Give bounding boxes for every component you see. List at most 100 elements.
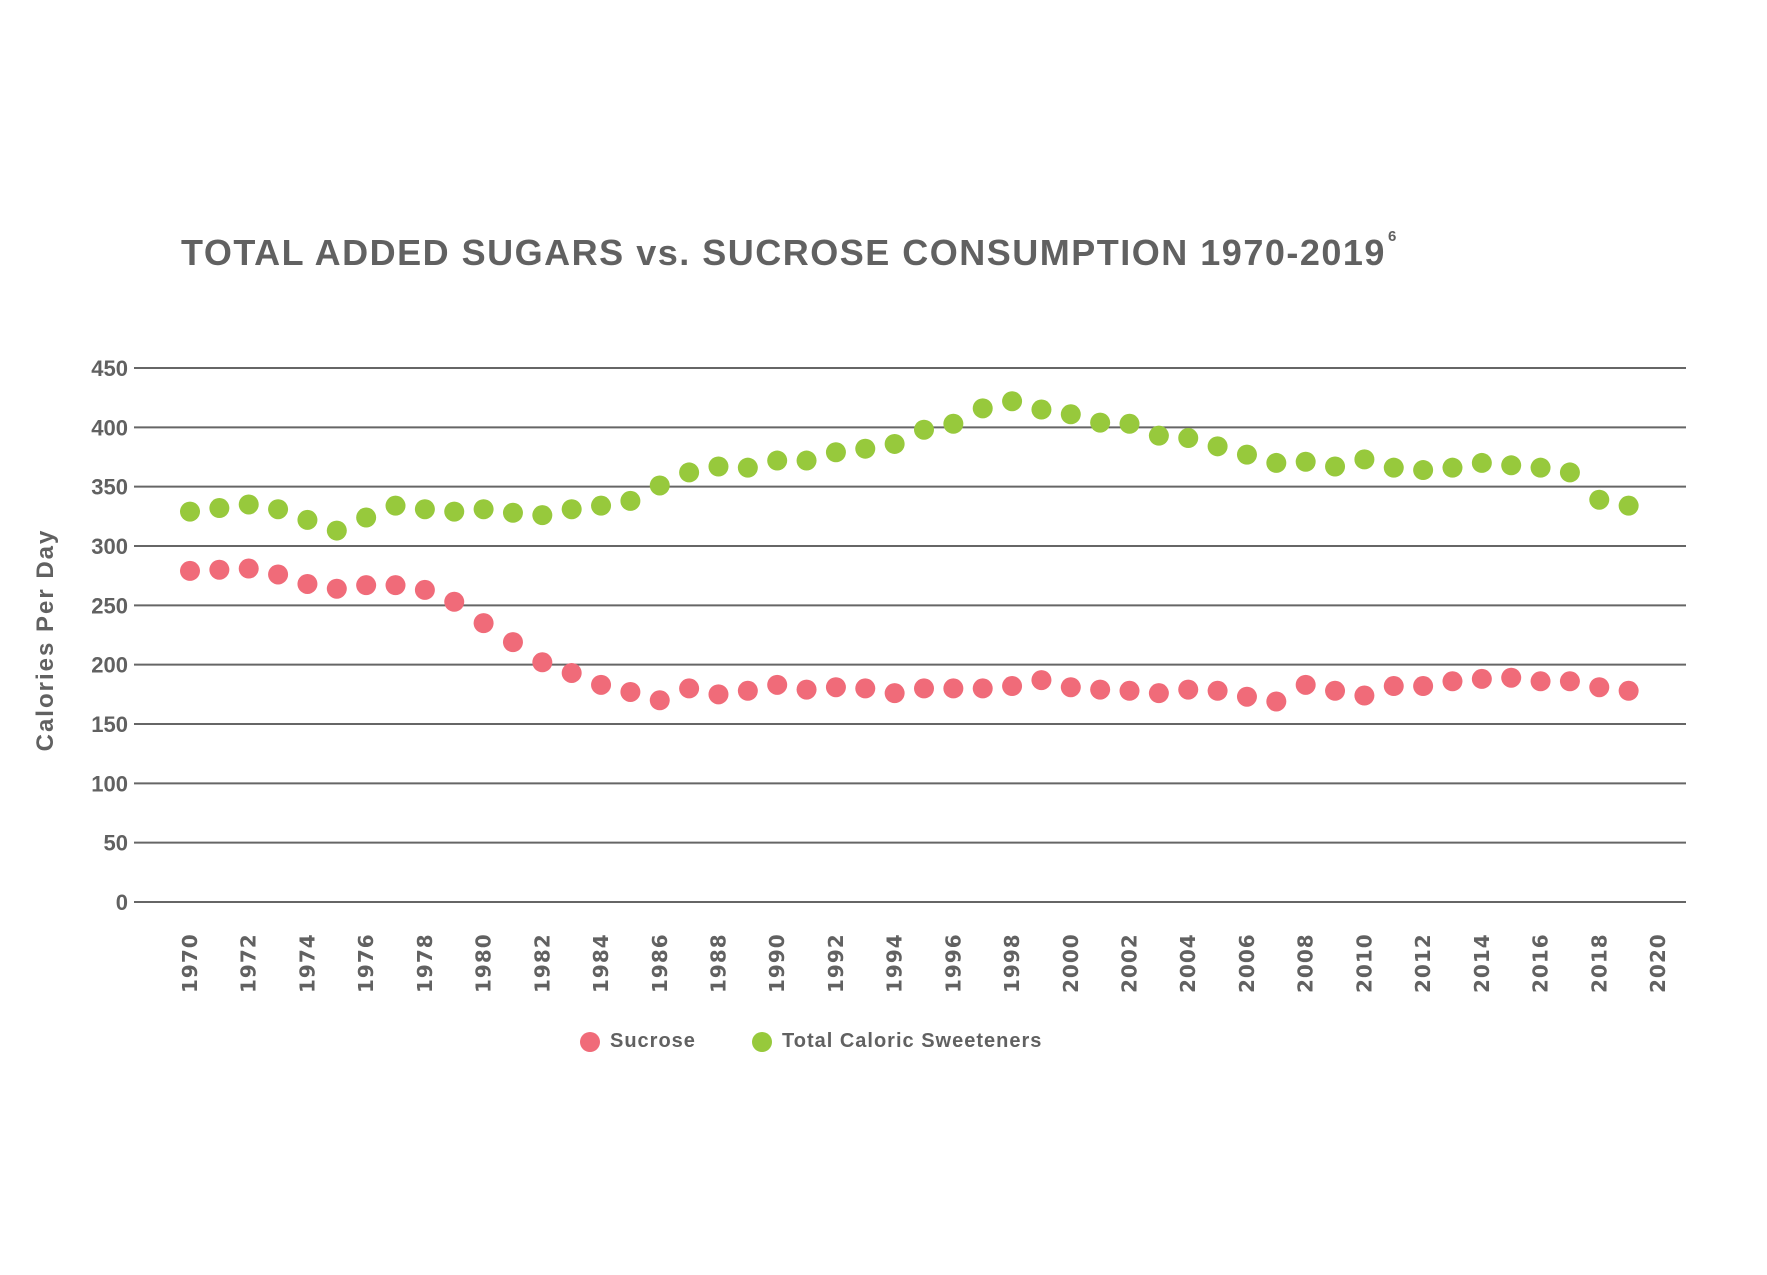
total-sweeteners-point — [679, 462, 700, 483]
sucrose-point — [1559, 671, 1580, 692]
sucrose-point — [180, 560, 200, 581]
sucrose-point — [679, 678, 700, 699]
sucrose-point — [972, 678, 993, 699]
sucrose-point — [238, 558, 259, 579]
total-sweeteners-point — [1060, 404, 1081, 425]
x-tick-label: 1976 — [354, 933, 378, 993]
chart-title-text: TOTAL ADDED SUGARS vs. SUCROSE CONSUMPTI… — [181, 232, 1386, 273]
total-sweeteners-point — [180, 501, 200, 522]
total-sweeteners-point — [1471, 452, 1492, 473]
sucrose-point — [591, 674, 612, 695]
x-tick-label: 2020 — [1646, 933, 1670, 993]
total-sweeteners-point — [1442, 457, 1463, 478]
sucrose-point — [1207, 680, 1228, 701]
sucrose-point — [444, 591, 465, 612]
x-tick-label: 1984 — [589, 933, 613, 993]
x-tick-label: 1988 — [706, 933, 730, 993]
sucrose-point — [1354, 685, 1375, 706]
sucrose-point — [1148, 683, 1169, 704]
total-sweeteners-point — [855, 438, 876, 459]
sucrose-point — [1530, 671, 1551, 692]
sucrose-point — [385, 575, 406, 596]
sucrose-point — [737, 680, 758, 701]
y-axis-label: Calories Per Day — [32, 529, 59, 752]
x-tick-label: 1972 — [237, 933, 261, 993]
sucrose-point — [1471, 668, 1492, 689]
total-sweeteners-point — [414, 499, 435, 520]
legend-label-total-caloric-sweeteners: Total Caloric Sweeteners — [782, 1030, 1043, 1052]
sucrose-point — [414, 579, 435, 600]
x-tick-label: 1996 — [941, 933, 965, 993]
sucrose-point — [473, 613, 494, 634]
legend-item-sucrose: Sucrose — [580, 1030, 696, 1053]
sucrose-point — [1060, 677, 1081, 698]
total-sweeteners-point — [1530, 457, 1551, 478]
sucrose-point — [1383, 676, 1404, 697]
total-sweeteners-point — [1325, 456, 1346, 477]
x-tick-label: 1990 — [765, 933, 789, 993]
total-sweeteners-point — [532, 505, 553, 526]
total-sweeteners-point — [943, 413, 964, 434]
total-sweeteners-point — [1031, 399, 1052, 420]
total-sweeteners-point — [1119, 413, 1140, 434]
x-tick-label: 1970 — [178, 933, 202, 993]
x-tick-label: 1982 — [530, 933, 554, 993]
title-footnote-marker: 6 — [1387, 228, 1398, 245]
total-sweeteners-point — [1618, 495, 1639, 516]
x-tick-label: 1986 — [648, 933, 672, 993]
total-sweeteners-point — [297, 509, 318, 530]
x-tick-label: 1974 — [295, 933, 319, 993]
total-sweeteners-point — [884, 433, 905, 454]
chart-title: TOTAL ADDED SUGARS vs. SUCROSE CONSUMPTI… — [181, 228, 1398, 274]
total-sweeteners-point — [1002, 391, 1023, 412]
y-tick-label: 350 — [91, 475, 128, 500]
sucrose-point — [1266, 691, 1287, 712]
sucrose-point — [1295, 674, 1316, 695]
sucrose-point — [1090, 679, 1111, 700]
total-sweeteners-point — [1266, 452, 1287, 473]
x-tick-label: 2000 — [1059, 933, 1083, 993]
x-tick-label: 2016 — [1529, 933, 1553, 993]
sucrose-point — [825, 677, 846, 698]
x-tick-label: 2012 — [1411, 933, 1435, 993]
sucrose-point — [1325, 680, 1346, 701]
x-tick-label: 2008 — [1294, 933, 1318, 993]
sucrose-point — [1589, 677, 1610, 698]
sucrose-point — [326, 578, 347, 599]
y-tick-label: 150 — [91, 712, 128, 737]
sucrose-point — [1618, 680, 1639, 701]
y-tick-label: 50 — [104, 831, 128, 856]
x-tick-label: 1980 — [472, 933, 496, 993]
total-sweeteners-point — [972, 398, 993, 419]
x-tick-label: 2002 — [1118, 933, 1142, 993]
y-tick-label: 300 — [91, 534, 128, 559]
legend-item-total-caloric-sweeteners: Total Caloric Sweeteners — [752, 1030, 1042, 1053]
y-tick-label: 0 — [116, 890, 128, 915]
x-tick-label: 1992 — [824, 933, 848, 993]
total-sweeteners-point — [1501, 455, 1522, 476]
total-sweeteners-point — [767, 450, 788, 471]
total-sweeteners-point — [326, 520, 347, 541]
total-sweeteners-point — [209, 498, 230, 519]
total-sweeteners-point — [591, 495, 612, 516]
sucrose-point — [1002, 676, 1023, 697]
sucrose-point — [356, 575, 377, 596]
legend-label-sucrose: Sucrose — [610, 1030, 696, 1052]
x-tick-label: 1998 — [1000, 933, 1024, 993]
sucrose-point — [1119, 680, 1140, 701]
x-tick-label: 2004 — [1176, 933, 1200, 993]
y-tick-label: 250 — [91, 593, 128, 618]
total-sweeteners-point — [1295, 451, 1316, 472]
total-sweeteners-point — [1413, 460, 1434, 481]
sucrose-point — [532, 652, 553, 673]
sucrose-point — [1236, 686, 1257, 707]
sucrose-point — [1178, 679, 1199, 700]
total-sweeteners-point — [796, 450, 817, 471]
sucrose-point — [1501, 667, 1522, 688]
sucrose-point — [914, 678, 934, 699]
sucrose-point — [268, 564, 289, 585]
total-sweeteners-point — [238, 494, 259, 515]
total-sweeteners-legend-marker — [752, 1031, 772, 1052]
total-sweeteners-point — [385, 495, 406, 516]
